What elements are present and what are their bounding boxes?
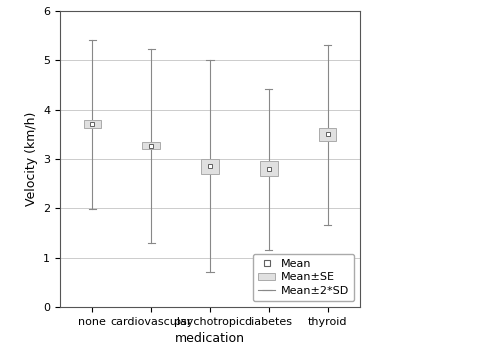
Legend: Mean, Mean±SE, Mean±2*SD: Mean, Mean±SE, Mean±2*SD xyxy=(253,253,354,301)
Bar xyxy=(142,142,160,149)
Bar xyxy=(319,128,336,140)
X-axis label: medication: medication xyxy=(175,332,245,345)
Bar xyxy=(201,159,219,174)
Y-axis label: Velocity (km/h): Velocity (km/h) xyxy=(24,112,38,206)
Bar xyxy=(84,120,101,128)
Bar xyxy=(260,161,278,176)
